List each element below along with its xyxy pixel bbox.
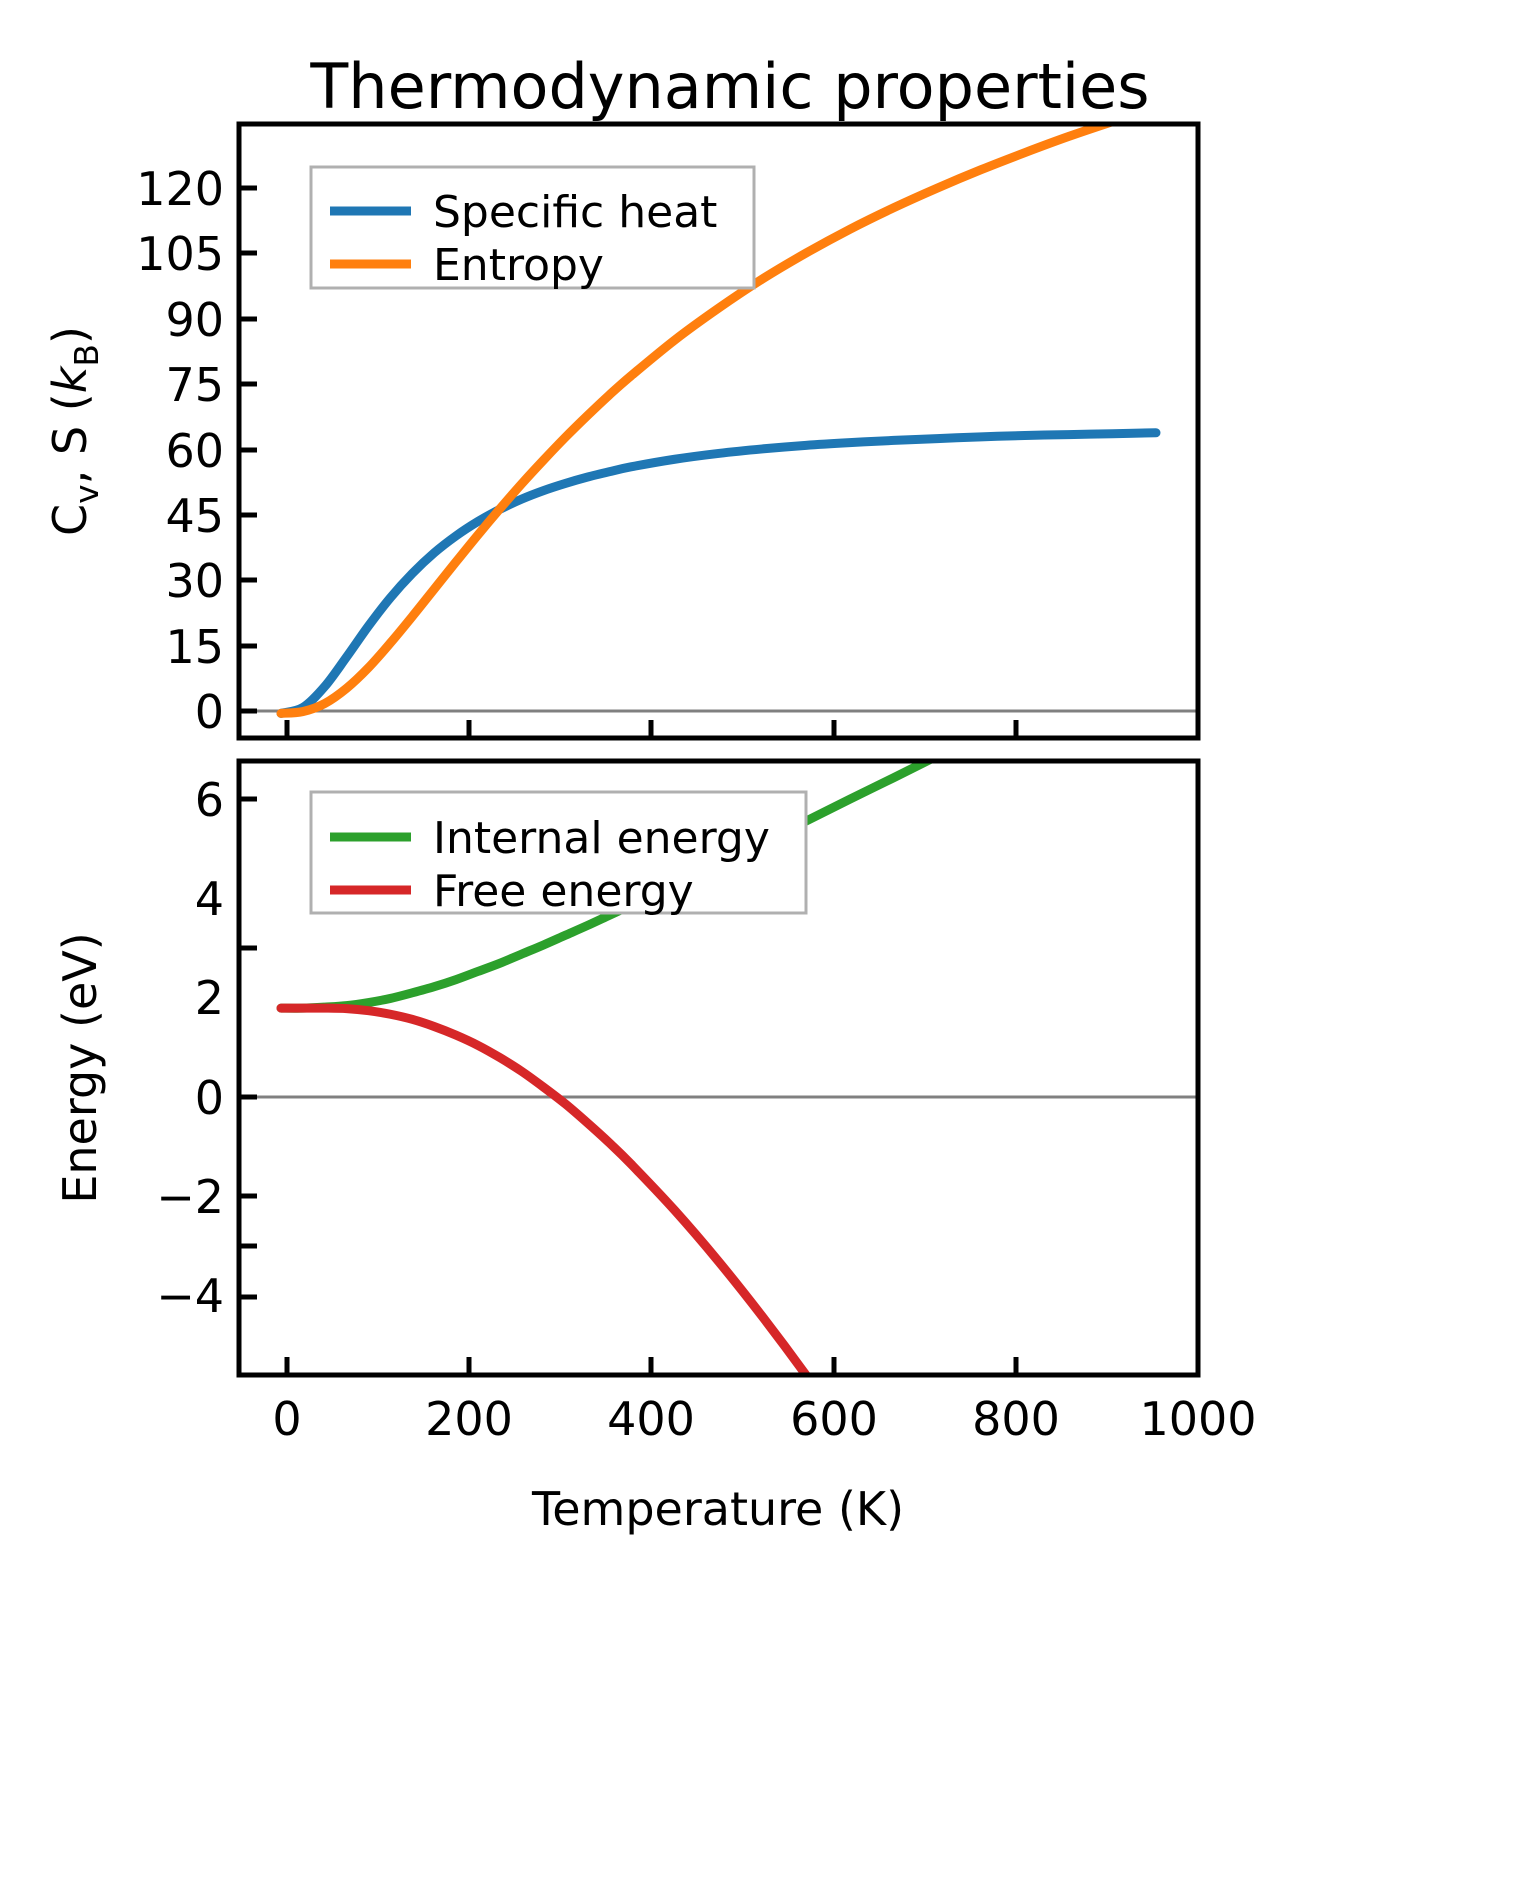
series-internal-energy — [276, 761, 938, 1013]
top-y-tickmarks — [239, 185, 257, 714]
series-entropy — [276, 124, 1120, 718]
bottom-ytick-6: 6 — [195, 773, 224, 827]
bottom-ytick-4: 4 — [195, 872, 224, 926]
bottom-y-axis-label: Energy (eV) — [53, 932, 107, 1203]
top-panel-legend[interactable]: Specific heat Entropy — [309, 165, 756, 291]
top-y-axis-label: Cv, S (kB) — [43, 326, 106, 536]
top-ytick-120: 120 — [136, 162, 224, 216]
xtick-0: 0 — [272, 1392, 301, 1446]
legend-label-internal-energy: Internal energy — [433, 813, 770, 864]
top-axes-frame — [236, 121, 1201, 741]
xtick-600: 600 — [790, 1392, 878, 1446]
top-ytick-105: 105 — [136, 227, 224, 281]
legend-label-specific-heat: Specific heat — [433, 187, 717, 238]
bottom-panel: 6 4 2 0 −2 −4 0 200 400 600 800 1000 Ene… — [53, 758, 1257, 1536]
ylabel-sub-v: v — [67, 484, 106, 504]
top-ytick-15: 15 — [165, 620, 224, 674]
top-panel: 120 105 90 75 60 45 30 15 0 Cv, S (kB) — [43, 121, 1201, 741]
xtick-1000: 1000 — [1139, 1392, 1256, 1446]
top-x-tickmarks — [284, 720, 1201, 738]
ylabel-sub-b: B — [67, 344, 106, 367]
top-panel-series-group — [276, 124, 1161, 718]
bottom-ytick-minus2: −2 — [156, 1170, 224, 1224]
bottom-axes-frame — [236, 758, 1201, 1378]
ylabel-base-c: C — [43, 504, 97, 536]
xtick-800: 800 — [972, 1392, 1060, 1446]
bottom-panel-legend[interactable]: Internal energy Free energy — [309, 790, 808, 917]
legend-label-free-energy: Free energy — [433, 866, 694, 917]
xtick-400: 400 — [607, 1392, 695, 1446]
svg-text:Cv, S (kB): Cv, S (kB) — [43, 326, 106, 536]
bottom-x-tickmarks — [284, 1357, 1201, 1375]
xtick-200: 200 — [425, 1392, 513, 1446]
bottom-y-axis-label-text: Energy (eV) — [53, 932, 107, 1203]
bottom-ytick-2: 2 — [195, 971, 224, 1025]
top-ytick-30: 30 — [165, 554, 224, 608]
top-y-tick-labels: 120 105 90 75 60 45 30 15 0 — [136, 162, 224, 739]
ylabel-mid: , S ( — [43, 393, 97, 484]
series-specific-heat — [276, 428, 1161, 718]
top-ytick-60: 60 — [165, 424, 224, 478]
top-ytick-0: 0 — [195, 685, 224, 739]
bottom-x-tick-labels: 0 200 400 600 800 1000 — [272, 1392, 1256, 1446]
bottom-ytick-minus4: −4 — [156, 1269, 224, 1323]
legend-label-entropy: Entropy — [433, 240, 604, 291]
top-ytick-75: 75 — [165, 358, 224, 412]
figure-title: Thermodynamic properties — [309, 50, 1149, 123]
top-ytick-45: 45 — [165, 489, 224, 543]
bottom-panel-series-group — [276, 761, 938, 1375]
ylabel-close-paren: ) — [43, 326, 97, 344]
x-axis-label: Temperature (K) — [531, 1482, 904, 1536]
bottom-y-tickmarks — [239, 796, 257, 1300]
top-ytick-90: 90 — [165, 293, 224, 347]
series-free-energy — [276, 1003, 812, 1375]
bottom-ytick-0: 0 — [195, 1071, 224, 1125]
bottom-y-tick-labels: 6 4 2 0 −2 −4 — [156, 773, 224, 1323]
ylabel-italic-k: k — [43, 364, 97, 393]
